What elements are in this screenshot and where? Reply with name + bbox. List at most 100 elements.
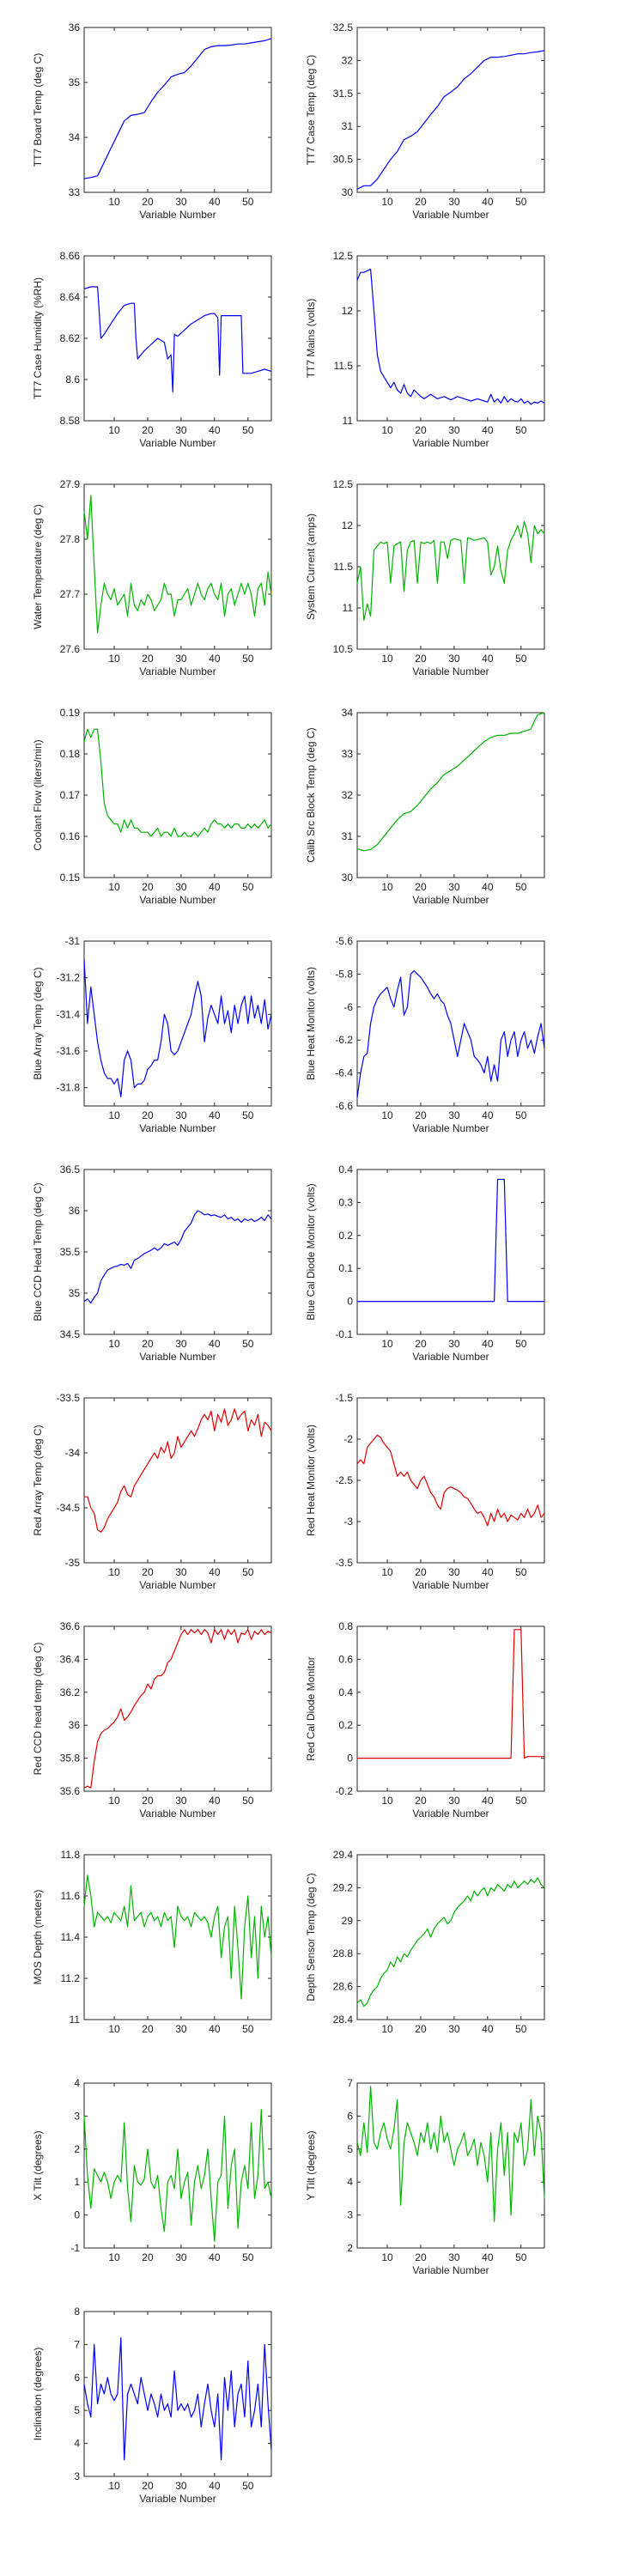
plot-frame [83, 1169, 272, 1335]
y-tick-label: -3.5 [335, 1557, 353, 1569]
y-tick-label: 27.9 [60, 478, 81, 490]
x-tick-label: 50 [242, 2023, 254, 2035]
y-tick-label: 28.6 [333, 1981, 354, 1993]
y-axis-title: MOS Depth (meters) [32, 1890, 44, 1985]
plot-frame [356, 2082, 545, 2249]
x-axis-title: Variable Number [412, 1351, 489, 1363]
x-tick-label: 20 [415, 196, 427, 208]
x-tick-label: 20 [415, 881, 427, 893]
plot-frame [83, 712, 272, 878]
y-tick-label: 4 [74, 2438, 80, 2450]
y-tick-label: 11.5 [334, 561, 354, 573]
y-axis-title: Depth Sensor Temp (deg C) [305, 1873, 317, 2001]
y-tick-label: -1.5 [335, 1392, 353, 1404]
x-tick-label: 50 [515, 424, 527, 436]
y-tick-label: 11.5 [334, 360, 354, 372]
y-tick-label: 34 [69, 131, 81, 143]
y-axis-title: TT7 Case Humidity (%RH) [32, 277, 44, 399]
y-tick-label: -34 [65, 1447, 81, 1459]
plot-frame [83, 27, 272, 193]
y-tick-label: 5 [74, 2404, 80, 2416]
x-tick-label: 30 [175, 2480, 187, 2492]
x-axis-title: Variable Number [412, 894, 489, 906]
y-tick-label: 33 [342, 748, 354, 760]
x-tick-label: 40 [209, 1795, 221, 1807]
y-tick-label: 0.15 [60, 872, 81, 884]
x-tick-label: 40 [482, 881, 494, 893]
x-tick-label: 50 [242, 424, 254, 436]
x-tick-label: 20 [415, 1795, 427, 1807]
plot-frame [83, 2082, 272, 2249]
x-tick-label: 10 [108, 1566, 120, 1578]
y-tick-label: 0.2 [338, 1230, 353, 1242]
x-tick-label: 50 [515, 653, 527, 665]
y-tick-label: 11.6 [61, 1890, 81, 1902]
y-tick-label: 0.8 [338, 1620, 353, 1632]
x-tick-label: 10 [381, 1109, 393, 1121]
x-tick-label: 30 [175, 2251, 187, 2263]
chart-panel-p21: 10 20 30 40 50 3 4 5 6 7 8 Variable Number Inclinati… [32, 2306, 272, 2505]
x-tick-label: 10 [108, 2023, 120, 2035]
y-axis-title: Y Tilt (degrees) [305, 2130, 317, 2200]
series-line [84, 1408, 272, 1533]
y-tick-label: 27.8 [60, 533, 81, 545]
x-tick-label: 10 [108, 653, 120, 665]
y-tick-label: 36.6 [60, 1620, 81, 1632]
y-tick-label: -6.2 [335, 1034, 353, 1046]
plot-frame [83, 940, 272, 1107]
y-tick-label: 32.5 [333, 21, 354, 33]
series-line [356, 712, 545, 852]
x-tick-label: 30 [448, 881, 460, 893]
series-line [83, 2109, 272, 2242]
y-tick-label: 11 [70, 2014, 81, 2026]
x-tick-label: 20 [142, 1109, 154, 1121]
x-tick-label: 50 [515, 2251, 527, 2263]
y-axis-title: Blue CCD Head Temp (deg C) [32, 1182, 44, 1321]
y-tick-label: 8 [74, 2306, 80, 2318]
x-tick-label: 50 [515, 196, 527, 208]
chart-panel-p17: 10 20 30 40 50 11 11.2 11.4 11.6 11.8 MOS Depth (m… [32, 1849, 272, 2035]
plot-frame [356, 1625, 545, 1792]
y-tick-label: 29.2 [333, 1881, 354, 1893]
x-axis-title: Variable Number [139, 1351, 216, 1363]
x-tick-label: 10 [381, 424, 393, 436]
y-tick-label: 36.2 [60, 1686, 81, 1698]
x-tick-label: 40 [482, 1566, 494, 1578]
x-tick-label: 20 [142, 2251, 154, 2263]
y-tick-label: 11 [343, 415, 354, 427]
y-tick-label: 36 [69, 21, 81, 33]
y-tick-label: -31.4 [57, 1008, 81, 1020]
series-line [356, 1434, 545, 1527]
plot-frame [356, 1169, 545, 1335]
x-tick-label: 20 [415, 1338, 427, 1350]
x-tick-label: 50 [242, 881, 254, 893]
y-tick-label: 31 [342, 120, 354, 132]
chart-panel-p16: 10 20 30 40 50 -0.2 0 0.2 0.4 0.6 0.8 Variable Numb… [305, 1620, 545, 1820]
y-tick-label: 10.5 [333, 643, 354, 655]
x-axis-title: Variable Number [139, 1579, 216, 1591]
y-tick-label: 4 [74, 2077, 80, 2089]
x-tick-label: 30 [175, 2023, 187, 2035]
x-tick-label: 50 [242, 196, 254, 208]
y-tick-label: 12.5 [333, 250, 354, 262]
plot-frame [83, 1854, 272, 2020]
x-axis-title: Variable Number [412, 2264, 489, 2276]
y-axis-title: Coolant Flow (liters/min) [32, 739, 44, 850]
y-tick-label: 3 [74, 2110, 80, 2122]
y-tick-label: 1 [74, 2176, 80, 2188]
y-tick-label: 35 [69, 76, 81, 88]
y-tick-label: -6 [343, 1001, 353, 1013]
y-tick-label: 36.4 [60, 1653, 81, 1665]
y-tick-label: 0.4 [338, 1686, 353, 1698]
x-tick-label: 50 [242, 1109, 254, 1121]
x-tick-label: 20 [142, 2480, 154, 2492]
x-tick-label: 40 [482, 1795, 494, 1807]
y-axis-title: TT7 Case Temp (deg C) [305, 55, 317, 166]
y-tick-label: 35.8 [60, 1753, 81, 1765]
chart-panel-p8: 10 20 30 40 50 30 31 32 33 34 Variable Number Calib… [305, 707, 545, 906]
y-tick-label: 0.3 [338, 1196, 353, 1208]
series-line [356, 268, 545, 405]
chart-panel-p4: 10 20 30 40 50 11 11.5 12 12.5 Variable Number TT7… [305, 250, 545, 449]
y-tick-label: 0 [347, 1753, 353, 1765]
